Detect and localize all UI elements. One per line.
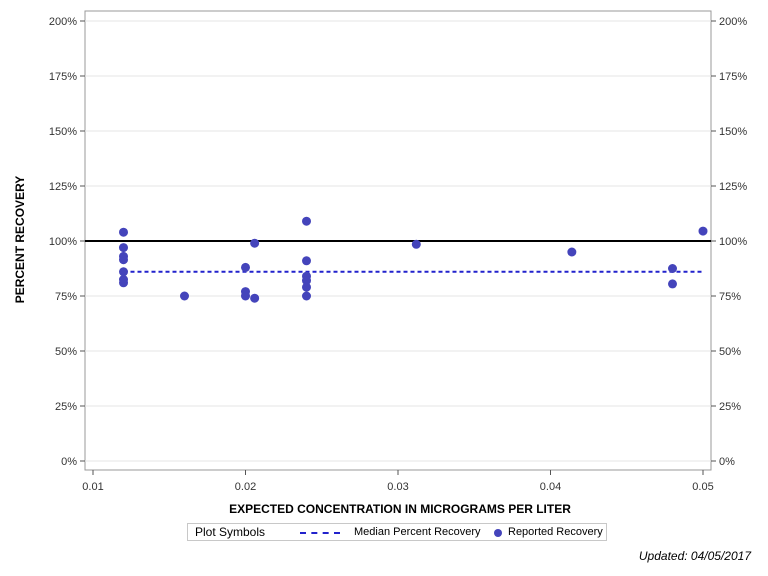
y-tick-label-left: 75% <box>55 291 77 303</box>
data-point <box>698 226 708 236</box>
y-tick-label-right: 200% <box>719 16 747 28</box>
x-tick-label: 0.04 <box>540 481 561 493</box>
data-point <box>567 247 577 257</box>
x-tick-label: 0.01 <box>82 481 103 493</box>
legend-median-swatch <box>300 532 340 534</box>
data-point <box>119 278 128 288</box>
x-tick-label: 0.05 <box>692 481 713 493</box>
data-point <box>302 276 311 286</box>
y-tick-label-right: 150% <box>719 126 747 138</box>
data-point <box>668 279 677 289</box>
y-tick-label-left: 175% <box>49 71 77 83</box>
data-point <box>241 262 250 272</box>
y-tick-label-right: 175% <box>719 71 747 83</box>
data-point <box>250 238 260 248</box>
y-tick-label-left: 0% <box>61 456 77 468</box>
data-point <box>302 282 311 292</box>
data-point <box>119 227 128 237</box>
data-point <box>241 291 250 301</box>
legend-reported-label: Reported Recovery <box>508 526 603 538</box>
data-point <box>180 291 189 301</box>
data-point <box>302 291 311 301</box>
x-tick-label: 0.03 <box>387 481 408 493</box>
x-axis-title: EXPECTED CONCENTRATION IN MICROGRAMS PER… <box>229 502 571 516</box>
y-tick-label-right: 0% <box>719 456 735 468</box>
y-tick-label-left: 200% <box>49 16 77 28</box>
y-tick-label-right: 25% <box>719 401 741 413</box>
y-tick-label-right: 100% <box>719 236 747 248</box>
data-point <box>119 243 128 253</box>
x-tick-label: 0.02 <box>235 481 256 493</box>
updated-timestamp: Updated: 04/05/2017 <box>638 549 751 563</box>
y-tick-label-right: 75% <box>719 291 741 303</box>
y-tick-label-left: 125% <box>49 181 77 193</box>
data-point <box>668 264 677 273</box>
data-point <box>302 256 311 266</box>
y-tick-label-left: 50% <box>55 346 77 358</box>
y-tick-label-left: 150% <box>49 126 77 138</box>
data-point <box>250 293 260 303</box>
y-tick-label-right: 50% <box>719 346 741 358</box>
legend-median-label: Median Percent Recovery <box>354 526 481 538</box>
legend-reported-swatch <box>494 529 502 537</box>
y-tick-label-right: 125% <box>719 181 747 193</box>
data-point <box>119 267 128 277</box>
legend: Plot Symbols Median Percent Recovery Rep… <box>187 523 607 541</box>
legend-title: Plot Symbols <box>195 525 266 539</box>
data-point <box>119 255 128 265</box>
y-axis-title: PERCENT RECOVERY <box>13 176 27 304</box>
data-point <box>411 239 421 249</box>
data-point <box>302 216 311 226</box>
y-tick-label-left: 100% <box>49 236 77 248</box>
y-tick-label-left: 25% <box>55 401 77 413</box>
